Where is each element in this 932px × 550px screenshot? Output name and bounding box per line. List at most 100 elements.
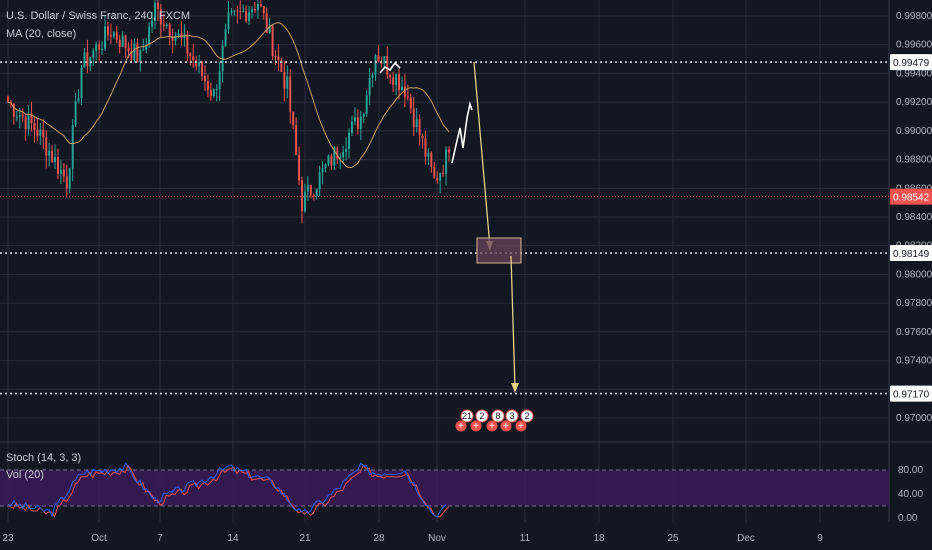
time-tick-label: 9 bbox=[817, 533, 823, 544]
candle-body bbox=[127, 48, 130, 52]
projection-arrow-2 bbox=[510, 255, 516, 389]
event-flag-plus: + bbox=[473, 421, 479, 432]
candle-body bbox=[195, 59, 198, 67]
candle-body bbox=[433, 166, 436, 178]
vol-legend[interactable]: Vol (20) bbox=[6, 469, 44, 481]
price-tick-label: 0.97800 bbox=[896, 298, 932, 309]
candle-body bbox=[186, 34, 189, 54]
candle-body bbox=[359, 116, 362, 129]
price-tick-label: 0.97600 bbox=[896, 327, 932, 338]
event-flag-circle bbox=[470, 420, 482, 432]
ma-legend[interactable]: MA (20, close) bbox=[6, 28, 77, 40]
price-tag-box bbox=[890, 54, 932, 71]
stoch-band bbox=[0, 469, 889, 507]
candle-body bbox=[412, 108, 415, 128]
stoch-legend[interactable]: Stoch (14, 3, 3) bbox=[6, 452, 82, 464]
candle-body bbox=[351, 121, 353, 133]
candle-body bbox=[295, 125, 298, 155]
candle-body bbox=[280, 59, 283, 72]
candle-body bbox=[406, 96, 409, 98]
candle-body bbox=[421, 135, 424, 139]
candle-body bbox=[162, 24, 165, 26]
candle-body bbox=[298, 154, 301, 181]
candle-body bbox=[198, 62, 201, 67]
candle-body bbox=[95, 44, 98, 51]
candle-body bbox=[27, 113, 30, 130]
candle-body bbox=[374, 55, 377, 75]
price-tag-label: 0.98542 bbox=[893, 193, 930, 204]
candle-body bbox=[309, 184, 312, 196]
candle-body bbox=[365, 95, 368, 114]
candle-body bbox=[86, 52, 89, 67]
candle-body bbox=[362, 113, 365, 117]
economic-events[interactable]: +21+2+8+3+2 bbox=[455, 409, 534, 432]
candle-body bbox=[59, 169, 62, 174]
candle-body bbox=[151, 21, 154, 27]
event-flag-circle bbox=[515, 420, 527, 432]
candle-body bbox=[395, 74, 398, 85]
stoch-tick-label: 40.00 bbox=[898, 489, 923, 500]
candle-body bbox=[62, 169, 65, 177]
candle-body bbox=[54, 157, 57, 163]
candle-body bbox=[209, 90, 212, 96]
candle-body bbox=[262, 5, 265, 14]
candle-body bbox=[286, 76, 289, 89]
candle-body bbox=[377, 55, 380, 62]
price-tag-box bbox=[890, 188, 932, 205]
candle-body bbox=[256, 4, 259, 11]
price-tag-label: 0.98149 bbox=[893, 249, 930, 260]
candle-body bbox=[7, 96, 9, 103]
price-tick-label: 0.98000 bbox=[896, 269, 932, 280]
candle-body bbox=[159, 8, 162, 25]
candle-body bbox=[130, 51, 133, 61]
horizontal-levels[interactable] bbox=[0, 61, 889, 395]
candle-body bbox=[192, 56, 195, 60]
candle-body bbox=[206, 81, 209, 91]
price-tick-label: 0.97400 bbox=[896, 356, 932, 367]
price-tick-label: 0.99000 bbox=[896, 126, 932, 137]
candle-body bbox=[204, 75, 206, 82]
event-flag-plus: + bbox=[518, 421, 524, 432]
candle-body bbox=[330, 155, 333, 166]
time-tick-label: 25 bbox=[667, 533, 679, 544]
symbol-legend[interactable]: U.S. Dollar / Swiss Franc, 240, FXCM bbox=[6, 10, 190, 22]
candle-body bbox=[448, 149, 450, 153]
candle-body bbox=[124, 35, 127, 49]
candle-body bbox=[168, 24, 171, 37]
candle-body bbox=[112, 32, 115, 37]
candle-body bbox=[68, 168, 71, 189]
candle-body bbox=[371, 74, 374, 79]
event-flag-circle bbox=[455, 420, 467, 432]
candle-body bbox=[383, 55, 386, 64]
event-flag-plus: + bbox=[489, 421, 495, 432]
candle-body bbox=[315, 189, 318, 197]
projection-drawing[interactable] bbox=[379, 61, 522, 393]
time-tick-label: 23 bbox=[2, 533, 14, 544]
candle-body bbox=[139, 50, 142, 63]
candle-body bbox=[18, 114, 21, 117]
event-flag-plus: + bbox=[458, 421, 464, 432]
event-badge bbox=[491, 409, 505, 423]
candle-body bbox=[77, 97, 80, 102]
candle-body bbox=[218, 71, 221, 90]
stoch-tick-label: 80.00 bbox=[898, 465, 923, 476]
time-tick-label: Oct bbox=[91, 533, 107, 544]
candle-body bbox=[12, 103, 15, 117]
event-flag-circle bbox=[500, 420, 512, 432]
price-tag-box bbox=[890, 245, 932, 262]
candle-body bbox=[312, 195, 315, 197]
candle-body bbox=[189, 53, 192, 57]
time-axis[interactable]: 23 Oct 7 14 21 28 Nov 11 18 25 Dec 9 bbox=[2, 533, 823, 544]
candle-body bbox=[418, 119, 421, 136]
wave-squiggle-1 bbox=[379, 61, 401, 74]
candle-body bbox=[265, 13, 268, 33]
candle-body bbox=[154, 2, 156, 22]
candle-body bbox=[403, 86, 406, 97]
price-tick-label: 0.98800 bbox=[896, 155, 932, 166]
candle-body bbox=[83, 52, 86, 68]
candle-body bbox=[65, 176, 68, 189]
time-tick-label: 14 bbox=[227, 533, 239, 544]
price-axis[interactable]: 0.99800 0.99600 0.99400 0.99200 0.99000 0.988… bbox=[896, 11, 932, 424]
candle-body bbox=[233, 10, 236, 12]
